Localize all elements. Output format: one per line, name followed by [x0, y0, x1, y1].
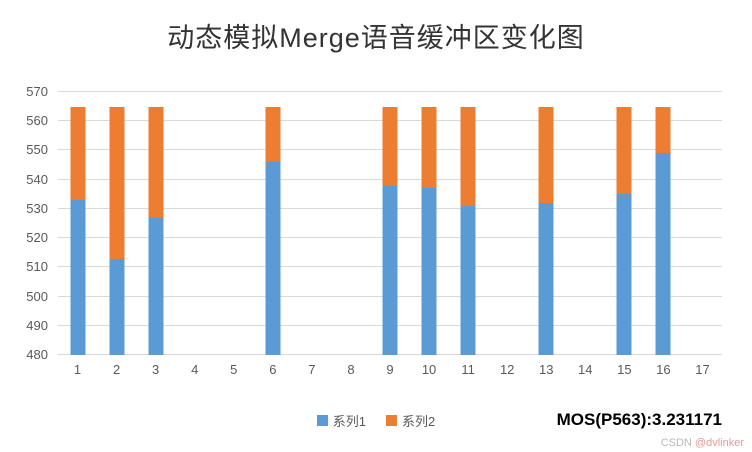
mos-score-text: MOS(P563):3.231171: [556, 410, 722, 429]
x-axis-label: 11: [461, 362, 475, 377]
x-axis-label: 7: [308, 362, 316, 377]
legend-item: 系列2: [386, 411, 435, 430]
x-axis-label: 12: [499, 362, 515, 377]
x-axis-label: 4: [191, 362, 199, 377]
x-axis-label: 16: [656, 362, 671, 377]
bar-segment-系列1-cat11: [460, 205, 476, 355]
x-axis-label: 6: [269, 362, 277, 377]
bar-segment-系列2-cat6: [265, 106, 281, 163]
bar-segment-系列1-cat15: [616, 194, 632, 355]
bar-segment-系列1-cat3: [148, 217, 164, 355]
x-axis-label: 13: [539, 362, 554, 377]
gridline: [58, 91, 722, 92]
bar-segment-系列1-cat9: [382, 185, 398, 355]
bar-segment-系列1-cat6: [265, 162, 281, 355]
y-axis-label: 520: [26, 230, 48, 246]
x-axis-label: 2: [112, 362, 121, 377]
legend-label: 系列2: [402, 414, 436, 429]
x-axis-label: 5: [230, 362, 238, 377]
x-axis-label: 1: [73, 362, 82, 377]
legend-swatch: [316, 415, 328, 426]
x-axis-label: 9: [386, 362, 394, 377]
watermark: CSDN @dvlinker: [661, 437, 744, 449]
y-axis-label: 550: [26, 142, 48, 158]
legend-item: 系列1: [316, 411, 366, 430]
x-axis-label: 17: [695, 362, 710, 377]
y-axis-label: 570: [26, 84, 48, 99]
watermark-prefix: CSDN: [660, 437, 695, 449]
x-axis-label: 10: [421, 362, 437, 377]
bar-segment-系列2-cat9: [382, 106, 398, 186]
x-axis-label: 14: [578, 362, 593, 377]
y-axis-label: 540: [26, 171, 48, 187]
y-axis-label: 530: [26, 200, 48, 216]
bar-segment-系列2-cat11: [460, 106, 476, 206]
x-axis-label: 15: [617, 362, 632, 377]
bar-segment-系列2-cat3: [148, 106, 164, 218]
plot-area: [58, 91, 722, 355]
y-axis-label: 510: [26, 259, 48, 275]
bar-segment-系列2-cat2: [109, 106, 125, 259]
y-axis-label: 560: [26, 113, 48, 129]
bar-segment-系列2-cat16: [655, 106, 671, 154]
legend-label: 系列1: [332, 414, 366, 429]
bar-segment-系列1-cat1: [70, 200, 86, 355]
x-axis-label: 8: [347, 362, 355, 377]
x-axis: 1 2 3 4 5 6 7 8 9 10 11 12 13 14 15 16 17: [58, 362, 722, 380]
bar-segment-系列1-cat13: [538, 203, 554, 355]
bar-segment-系列1-cat10: [421, 188, 437, 355]
chart-title: 动态模拟Merge语音缓冲区变化图: [167, 23, 585, 53]
y-axis-label: 480: [26, 347, 48, 362]
legend: 系列1 系列2: [0, 411, 752, 430]
y-axis-label: 500: [26, 288, 48, 304]
bar-segment-系列2-cat13: [538, 106, 554, 204]
bar-segment-系列2-cat1: [70, 106, 86, 201]
x-axis-label: 3: [152, 362, 160, 377]
bar-segment-系列1-cat16: [655, 153, 671, 355]
bar-segment-系列2-cat15: [616, 106, 632, 195]
bar-segment-系列1-cat2: [109, 258, 125, 355]
bar-segment-系列2-cat10: [421, 106, 437, 189]
legend-swatch: [386, 415, 397, 426]
y-axis-label: 490: [26, 317, 48, 333]
watermark-handle: @dvlinker: [694, 437, 744, 449]
y-axis: 480 490 500 510 520 530 540 550 560 570: [8, 85, 52, 362]
